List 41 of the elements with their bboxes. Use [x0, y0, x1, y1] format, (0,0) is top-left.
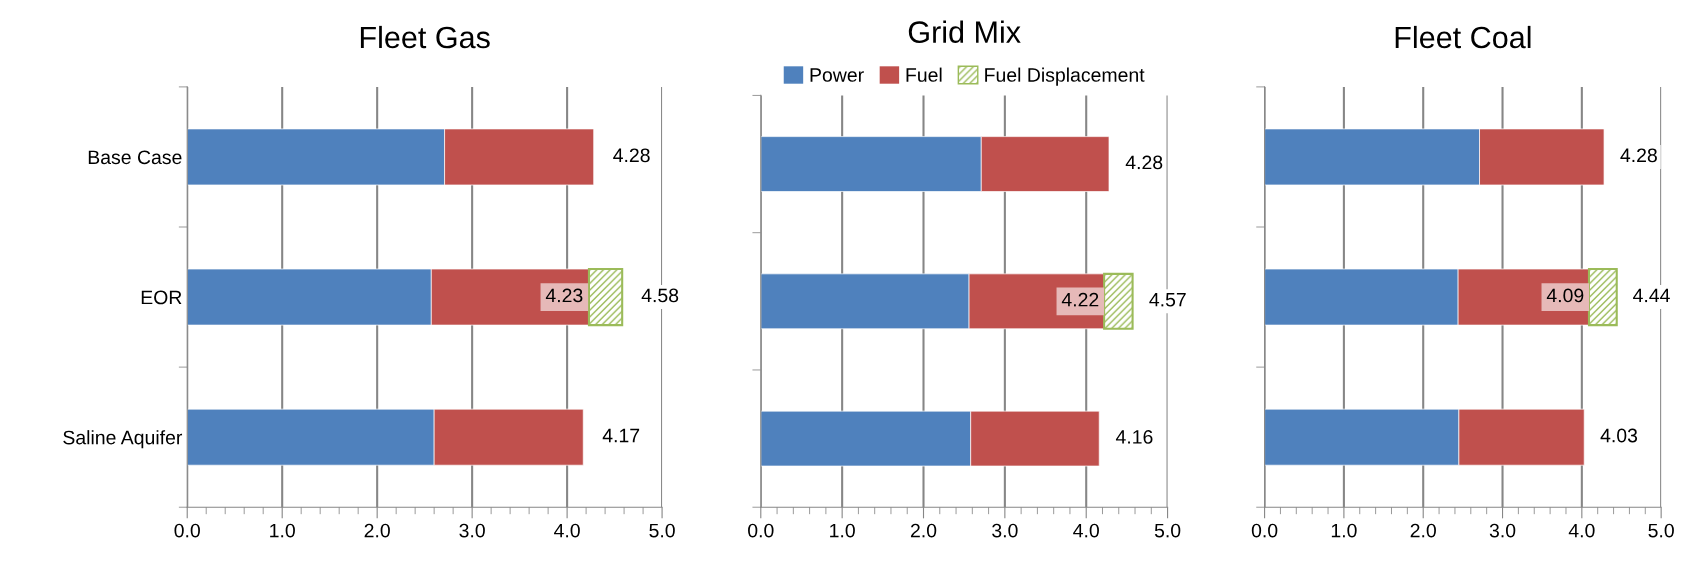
- bar: [1587, 268, 1618, 327]
- y-tick-label: EOR: [141, 290, 182, 305]
- x-tick-label: 4.0: [554, 523, 580, 538]
- legend-label: Fuel: [906, 67, 942, 82]
- total-label: 4.44: [1633, 288, 1670, 303]
- annotation: 4.09: [1546, 288, 1584, 303]
- x-tick-label: 3.0: [1489, 523, 1516, 538]
- x-tick-label: 2.0: [1410, 523, 1436, 538]
- x-tick-label: 5.0: [649, 523, 675, 538]
- total-label: 4.28: [1620, 148, 1657, 163]
- total-label: 4.16: [1115, 430, 1153, 444]
- x-tick-label: 1.0: [270, 523, 295, 538]
- bar: [587, 268, 624, 327]
- y-tick-label: Saline Aquifer: [63, 430, 183, 449]
- x-tick-label: 4.0: [1073, 523, 1099, 538]
- legend-label: Fuel Displacement: [985, 67, 1145, 86]
- total-label: 4.58: [641, 288, 679, 303]
- chart-title: Fleet Coal: [1395, 25, 1531, 49]
- total-label: 4.57: [1149, 292, 1186, 307]
- total-label: 4.28: [613, 148, 650, 163]
- x-tick-label: 0.0: [1251, 523, 1278, 538]
- total-label: 4.03: [1600, 428, 1638, 443]
- x-tick-label: 0.0: [748, 523, 774, 538]
- total-label: 4.28: [1125, 155, 1163, 170]
- annotation: 4.22: [1061, 292, 1099, 307]
- x-tick-label: 2.0: [364, 523, 390, 538]
- x-tick-label: 5.0: [1648, 523, 1674, 538]
- total-label: 4.17: [602, 428, 640, 443]
- x-tick-label: 3.0: [992, 523, 1018, 538]
- chart-title: Fleet Gas: [360, 25, 490, 49]
- x-tick-label: 5.0: [1154, 523, 1181, 538]
- x-tick-label: 3.0: [459, 523, 485, 538]
- legend-label: Power: [810, 68, 864, 82]
- y-tick-label: Base Case: [88, 150, 182, 165]
- x-tick-label: 1.0: [1331, 523, 1357, 538]
- annotation: 4.23: [545, 288, 583, 303]
- x-tick-label: 2.0: [910, 523, 937, 538]
- chart-title: Grid Mix: [908, 20, 1021, 43]
- x-tick-label: 4.0: [1568, 523, 1595, 538]
- x-tick-label: 1.0: [830, 523, 855, 538]
- x-tick-label: 0.0: [174, 523, 200, 538]
